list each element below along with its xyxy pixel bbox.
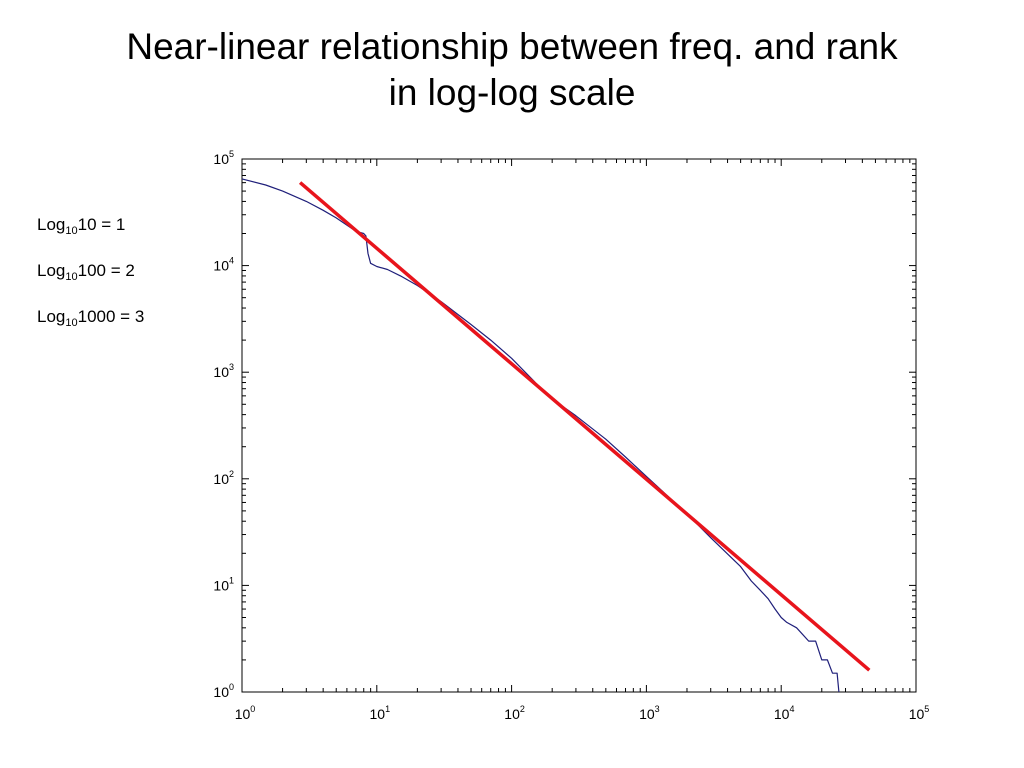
y-tick-label: 103 — [213, 362, 234, 380]
log-note-1-base: Log — [37, 215, 66, 234]
log-note-1-result: = 1 — [96, 215, 126, 234]
log-note-3-result: = 3 — [115, 307, 145, 326]
x-tick-label: 101 — [370, 704, 391, 722]
log-note-3: Log101000 = 3 — [37, 306, 144, 352]
y-tick-label: 105 — [213, 149, 234, 167]
log-note-1-subscript: 10 — [65, 225, 78, 237]
y-tick-label: 100 — [213, 682, 234, 700]
log-note-2-argument: 100 — [77, 261, 106, 280]
x-tick-label: 105 — [909, 704, 930, 722]
tick-marks — [241, 159, 917, 693]
rank-frequency-line — [241, 178, 840, 693]
y-tick-label: 102 — [213, 469, 234, 487]
log-notes: Log1010 = 1 Log10100 = 2 Log101000 = 3 — [37, 214, 144, 352]
tick-labels: 100 101 102 103 104 105 100 101 102 103 104 105 — [213, 149, 929, 722]
x-tick-label: 100 — [235, 704, 256, 722]
log-note-2-subscript: 10 — [65, 271, 78, 283]
log-note-3-base: Log — [37, 307, 66, 326]
x-tick-label: 102 — [504, 704, 525, 722]
series-layer — [241, 178, 871, 693]
x-tick-label: 104 — [774, 704, 795, 722]
log-note-2-result: = 2 — [106, 261, 135, 280]
plot-frame — [241, 158, 917, 693]
y-tick-label: 101 — [213, 575, 234, 593]
log-note-3-subscript: 10 — [65, 317, 78, 329]
log-note-2-base: Log — [37, 261, 66, 280]
log-note-1-argument: 10 — [77, 215, 97, 234]
slide-title-line-1: Near-linear relationship between freq. a… — [126, 26, 898, 67]
slide-title: Near-linear relationship between freq. a… — [0, 24, 1024, 116]
fit-line — [298, 181, 871, 672]
log-note-1: Log1010 = 1 — [37, 214, 144, 260]
log-note-3-argument: 1000 — [77, 307, 116, 326]
y-tick-label: 104 — [213, 256, 234, 274]
slide-title-line-2: in log-log scale — [388, 72, 636, 113]
log-note-2: Log10100 = 2 — [37, 260, 144, 306]
x-tick-label: 103 — [639, 704, 660, 722]
